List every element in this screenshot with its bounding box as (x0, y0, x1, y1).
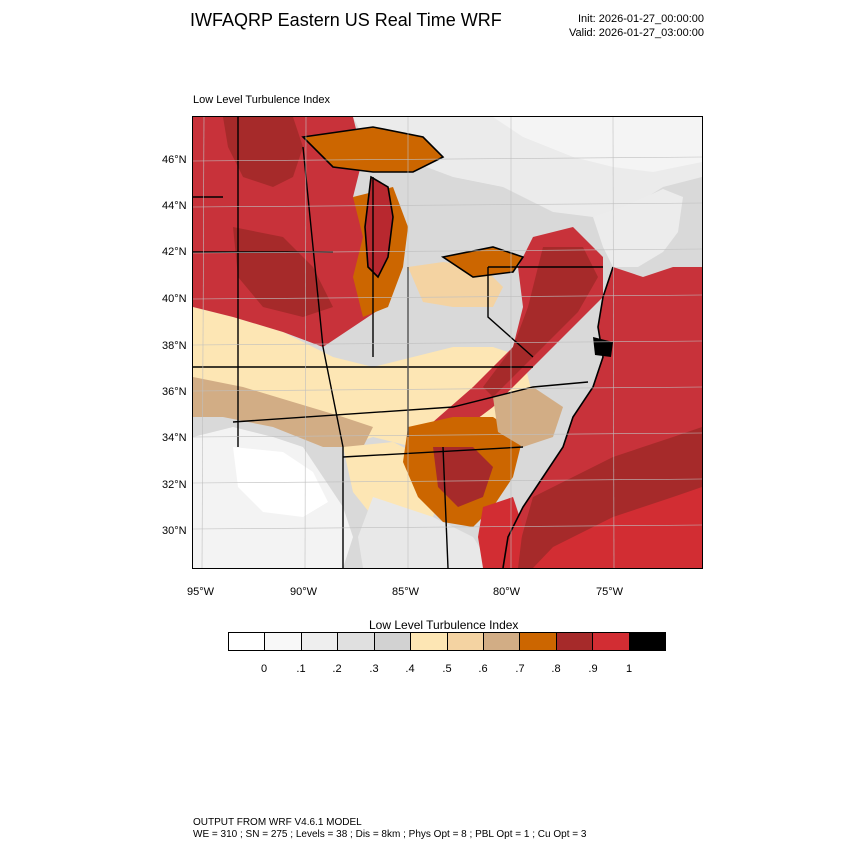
colorbar-swatch (593, 633, 630, 650)
lon-tick-label: 95°W (187, 586, 215, 598)
colorbar-swatch (229, 633, 266, 650)
florida-region (478, 497, 523, 568)
carolina-brown (493, 387, 563, 447)
grid-14 (612, 117, 615, 568)
valid-time: Valid: 2026-01-27_03:00:00 (569, 27, 704, 39)
grid-7 (193, 432, 702, 438)
colorbar-swatch (447, 633, 484, 650)
border-8 (342, 446, 524, 458)
coast-lake-michigan (364, 175, 394, 279)
border-7 (232, 381, 589, 423)
canada-north (493, 117, 702, 172)
colorbar-label: .7 (515, 663, 525, 675)
colorbar-swatch (556, 633, 594, 650)
colorbar-swatch (629, 633, 666, 650)
grid-6 (193, 386, 702, 392)
lon-tick-label: 85°W (392, 586, 420, 598)
lon-tick-label: 90°W (290, 586, 318, 598)
lat-tick-label: 34°N (162, 432, 187, 444)
colorbar-label: .8 (551, 663, 561, 675)
lake-michigan (365, 177, 393, 277)
grid-3 (193, 248, 702, 254)
lat-tick-label: 36°N (162, 386, 187, 398)
colorbar-label: .3 (369, 663, 379, 675)
minnesota-darkred (223, 117, 303, 187)
colorbar-label: 1 (625, 663, 633, 675)
border-3 (302, 146, 344, 568)
grid-8 (193, 478, 702, 484)
colorbar-label: .9 (588, 663, 598, 675)
colorbar-label: .4 (405, 663, 415, 675)
colorbar-swatch (338, 633, 375, 650)
footer-model: OUTPUT FROM WRF V4.6.1 MODEL (193, 817, 362, 828)
gulf-coast-grey (358, 497, 493, 568)
lon-tick-label: 75°W (596, 586, 624, 598)
colorbar-swatch (483, 633, 521, 650)
coast-lake-superior (301, 126, 445, 173)
map-canvas (193, 117, 702, 568)
appalachian-darkred (483, 247, 598, 397)
lon-tick-label: 80°W (493, 586, 521, 598)
grid-10 (201, 117, 205, 568)
border-11 (442, 446, 449, 568)
grid-5 (193, 340, 702, 346)
georgia-darkred (433, 447, 493, 507)
iowa-darkred (233, 227, 333, 317)
plot-title: IWFAQRP Eastern US Real Time WRF (190, 10, 502, 30)
colorbar-swatch (265, 633, 302, 650)
ocean-south (533, 487, 702, 568)
grid-11 (304, 117, 307, 568)
coast-lake-erie (440, 246, 525, 278)
colorbar-label: .6 (478, 663, 488, 675)
lat-tick-label: 46°N (162, 154, 187, 166)
new-england (593, 189, 683, 267)
colorbar-label: .2 (332, 663, 342, 675)
colorbar-label: 0 (260, 663, 268, 675)
colorbar-swatch (520, 633, 557, 650)
border-9 (487, 267, 534, 358)
lat-tick-label: 44°N (162, 200, 187, 212)
lat-tick-label: 32°N (162, 479, 187, 491)
turbulence-map (192, 116, 703, 569)
arkansas-white (233, 447, 328, 517)
coastlines (301, 126, 614, 568)
grid-9 (193, 524, 702, 530)
field-label: Low Level Turbulence Index (193, 94, 330, 106)
init-time: Init: 2026-01-27_00:00:00 (578, 13, 704, 25)
grid-4 (193, 294, 702, 300)
colorbar-swatch (411, 633, 448, 650)
lat-tick-label: 30°N (162, 525, 187, 537)
lat-tick-label: 40°N (162, 293, 187, 305)
colorbar-swatch (301, 633, 339, 650)
grid-2 (193, 202, 702, 208)
colorbar-label: .5 (442, 663, 452, 675)
graticule (193, 117, 702, 568)
grid-1 (193, 156, 702, 162)
lat-tick-label: 38°N (162, 340, 187, 352)
colorbar-title: Low Level Turbulence Index (369, 618, 519, 632)
lat-tick-label: 42°N (162, 246, 187, 258)
colorbar-swatch (374, 633, 412, 650)
footer-params: WE = 310 ; SN = 275 ; Levels = 38 ; Dis … (193, 829, 587, 840)
colorbar (228, 632, 666, 651)
colorbar-label: .1 (296, 663, 306, 675)
coast-atlantic (502, 266, 614, 568)
